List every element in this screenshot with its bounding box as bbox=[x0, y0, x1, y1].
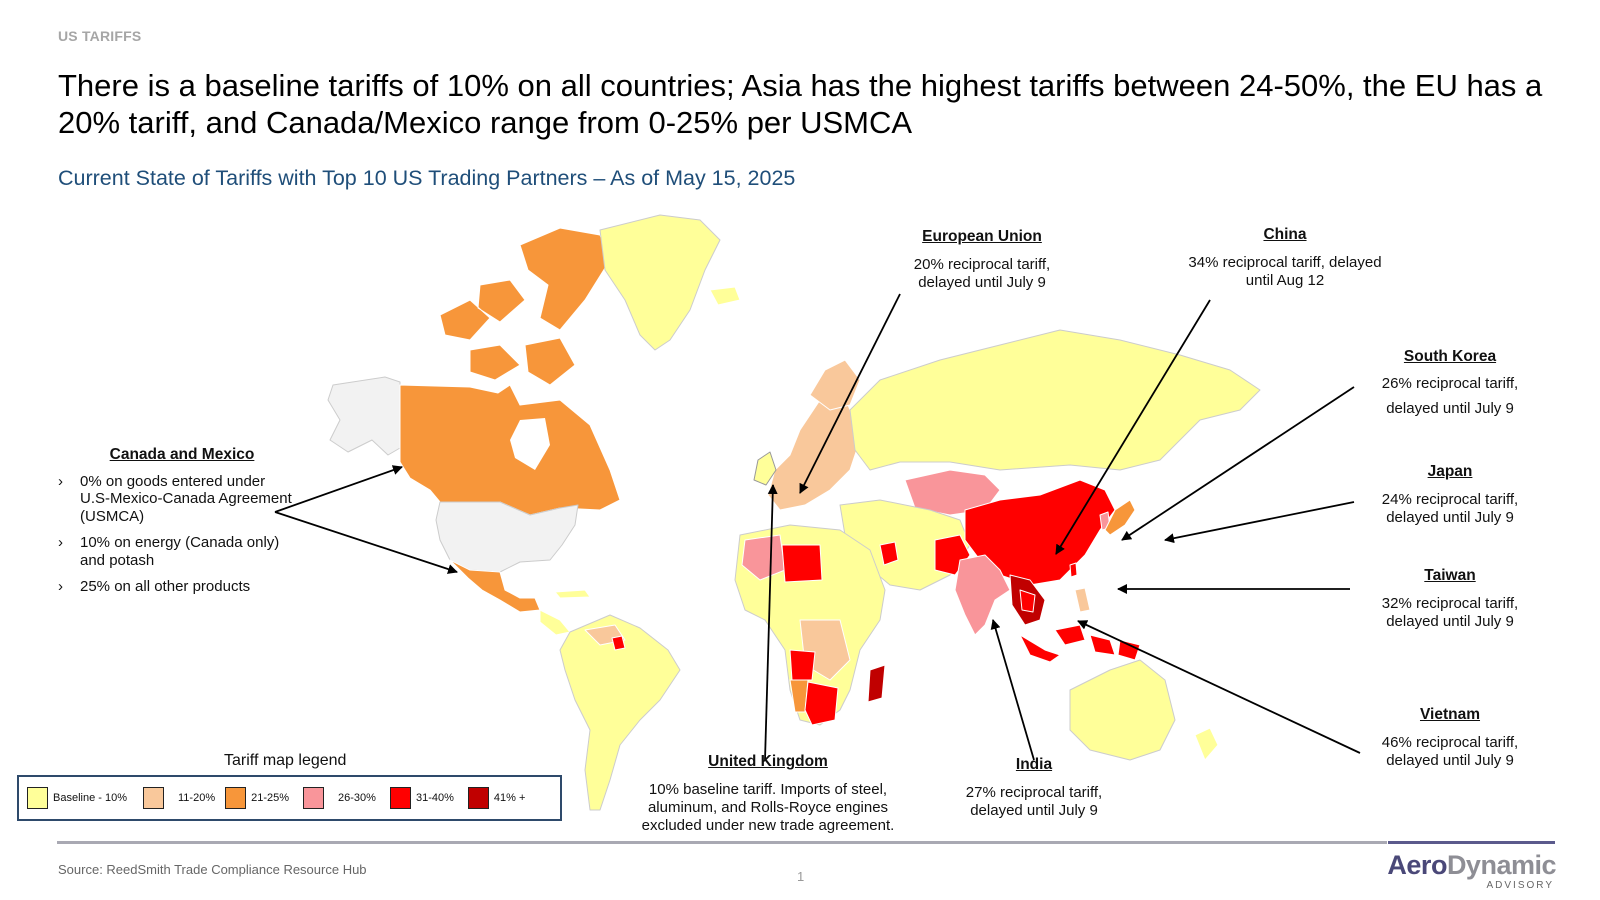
callout-india: India 27% reciprocal tariff, delayed unt… bbox=[944, 756, 1124, 820]
callout-title: Canada and Mexico bbox=[109, 446, 255, 463]
headline: There is a baseline tariffs of 10% on al… bbox=[58, 68, 1543, 140]
arrow-india bbox=[990, 619, 1035, 761]
india bbox=[954, 554, 1011, 636]
uk bbox=[753, 451, 777, 486]
callout-title: China bbox=[1263, 226, 1307, 243]
canada bbox=[399, 384, 621, 516]
source-note: Source: ReedSmith Trade Compliance Resou… bbox=[58, 862, 367, 877]
callout-title: United Kingdom bbox=[708, 753, 828, 770]
callout-vietnam: Vietnam 46% reciprocal tariff, delayed u… bbox=[1360, 706, 1540, 770]
philippines bbox=[1074, 587, 1091, 613]
japan bbox=[1104, 499, 1136, 536]
alaska bbox=[327, 376, 401, 456]
legend-swatch bbox=[27, 787, 48, 809]
canada-arctic bbox=[439, 227, 611, 386]
legend-swatch bbox=[143, 787, 164, 809]
mexico bbox=[449, 559, 541, 613]
legend-item-31-40: 31-40% bbox=[389, 787, 454, 809]
callout-title: European Union bbox=[922, 228, 1042, 245]
bullet-item: › 25% on all other products bbox=[58, 578, 251, 595]
legend-swatch bbox=[389, 787, 411, 809]
kicker: US TARIFFS bbox=[58, 28, 142, 44]
legend-title: Tariff map legend bbox=[224, 752, 347, 769]
map-legend: Baseline - 10% 11-20% 21-25% 26-30% 31-4… bbox=[17, 775, 562, 821]
callout-china: China 34% reciprocal tariff, delayed unt… bbox=[1160, 226, 1410, 290]
arrow-china bbox=[1055, 299, 1211, 555]
arrow-eu bbox=[799, 293, 901, 494]
callout-japan: Japan 24% reciprocal tariff, delayed unt… bbox=[1360, 463, 1540, 527]
legend-swatch bbox=[467, 787, 489, 809]
indonesia bbox=[1019, 624, 1141, 663]
footer-rule-accent bbox=[1388, 841, 1555, 844]
legend-item-26-30: 26-30% bbox=[303, 787, 376, 809]
chevron-bullet-icon: › bbox=[58, 578, 63, 595]
arrow-mexico bbox=[274, 511, 458, 574]
callout-canada-mexico: Canada and Mexico › 0% on goods entered u… bbox=[58, 446, 298, 605]
subtitle: Current State of Tariffs with Top 10 US … bbox=[58, 166, 796, 190]
legend-item-41-plus: 41% + bbox=[467, 787, 525, 809]
arrow-japan bbox=[1164, 501, 1355, 544]
callout-title: Japan bbox=[1427, 463, 1473, 480]
usa bbox=[435, 501, 579, 573]
arrow-uk bbox=[764, 484, 778, 761]
legend-item-21-25: 21-25% bbox=[225, 787, 289, 809]
callout-title: Vietnam bbox=[1419, 706, 1481, 723]
legend-item-baseline: Baseline - 10% bbox=[27, 787, 127, 809]
callout-uk: United Kingdom 10% baseline tariff. Impo… bbox=[618, 753, 918, 835]
page-number: 1 bbox=[797, 869, 805, 884]
taiwan bbox=[1069, 562, 1078, 578]
legend-swatch bbox=[303, 787, 325, 809]
callout-title: Taiwan bbox=[1424, 567, 1476, 584]
arrow-vietnam bbox=[1077, 620, 1361, 754]
footer-rule bbox=[57, 841, 1387, 844]
aerodynamic-logo: AeroDynamic ADVISORY bbox=[1387, 850, 1556, 892]
greenland bbox=[599, 214, 721, 351]
arrow-canada bbox=[274, 465, 403, 513]
madagascar bbox=[867, 664, 886, 703]
legend-swatch bbox=[225, 787, 247, 809]
arrow-south-korea bbox=[1121, 386, 1355, 541]
callout-taiwan: Taiwan 32% reciprocal tariff, delayed un… bbox=[1360, 567, 1540, 631]
callout-eu: European Union 20% reciprocal tariff, de… bbox=[882, 228, 1082, 292]
scandinavia bbox=[809, 359, 861, 411]
bullet-item: › 0% on goods entered under U.S-Mexico-Ca… bbox=[58, 472, 292, 525]
chevron-bullet-icon: › bbox=[58, 534, 63, 551]
bullet-item: › 10% on energy (Canada only) and potash bbox=[58, 534, 280, 569]
callout-south-korea: South Korea 26% reciprocal tariff, delay… bbox=[1360, 344, 1540, 421]
chevron-bullet-icon: › bbox=[58, 472, 63, 490]
south-america bbox=[559, 614, 681, 811]
legend-item-11-20: 11-20% bbox=[143, 787, 215, 809]
callout-title: India bbox=[1015, 756, 1053, 773]
russia bbox=[849, 329, 1261, 471]
australia bbox=[1069, 659, 1176, 761]
callout-title: South Korea bbox=[1403, 348, 1497, 365]
bullet-list: › 0% on goods entered under U.S-Mexico-Ca… bbox=[58, 473, 298, 596]
